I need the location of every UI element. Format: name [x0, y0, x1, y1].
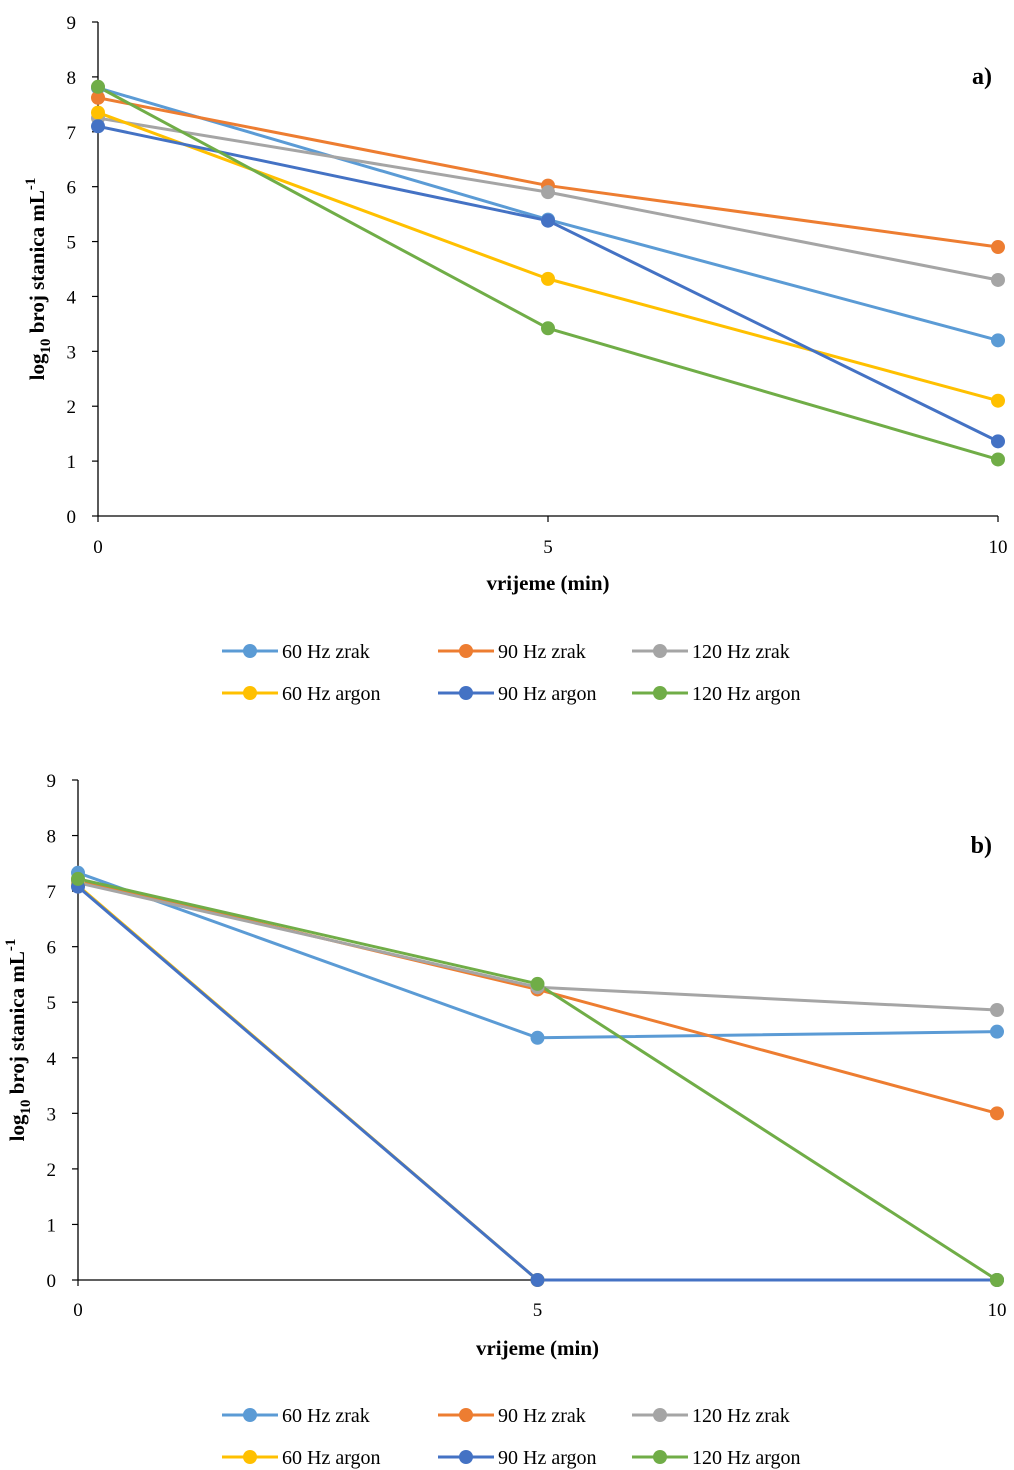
data-point — [71, 871, 85, 886]
data-point — [541, 321, 555, 336]
panel-label: b) — [971, 833, 992, 859]
y-tick-label: 7 — [67, 123, 77, 144]
chart-b-svg: 0 1 2 3 4 5 6 7 8 9 0 5 10 vrijeme (min) log10 broj st… — [3, 771, 1007, 1469]
series-line-5 — [77, 885, 997, 1282]
legend-swatch-marker — [653, 644, 667, 658]
y-tick-label: 4 — [47, 1049, 57, 1070]
legend-label: 120 Hz argon — [692, 683, 801, 705]
x-tick-label: 0 — [93, 537, 103, 558]
chart-a-svg: 0 1 2 3 4 5 6 7 8 9 0 5 10 vrijeme (min) log10 broj st… — [23, 13, 1008, 705]
legend-label: 60 Hz argon — [282, 1447, 381, 1469]
data-point — [991, 434, 1005, 449]
panel-label: a) — [972, 64, 992, 90]
y-tick-label: 9 — [47, 771, 57, 792]
series-line-6 — [77, 877, 998, 1282]
legend-label: 90 Hz argon — [498, 1447, 597, 1469]
data-point — [991, 272, 1005, 287]
y-tick-label: 6 — [67, 178, 77, 199]
y-tick-label: 4 — [67, 287, 77, 308]
legend-swatch-marker — [243, 1408, 257, 1422]
y-axis-title: log10 broj stanica mL-1 — [3, 939, 34, 1142]
data-point — [990, 1024, 1004, 1039]
legend-label: 120 Hz argon — [692, 1447, 801, 1469]
data-point — [530, 976, 545, 991]
y-tick-label: 3 — [47, 1104, 57, 1125]
legend-label: 90 Hz zrak — [498, 641, 586, 663]
legend-swatch-marker — [653, 1408, 667, 1422]
data-point — [990, 1106, 1004, 1121]
y-tick-label: 9 — [67, 13, 77, 34]
y-tick-label: 0 — [67, 507, 77, 528]
y-tick-label: 1 — [47, 1215, 57, 1236]
data-point — [91, 79, 105, 94]
x-tick-label: 10 — [988, 1300, 1007, 1321]
legend-label: 120 Hz zrak — [692, 641, 790, 663]
legend-swatch-marker — [653, 1450, 667, 1464]
data-point — [541, 185, 555, 200]
data-point — [991, 452, 1005, 467]
series-line-4 — [77, 884, 997, 1282]
legend-label: 120 Hz zrak — [692, 1405, 790, 1427]
y-tick-label: 7 — [47, 882, 57, 903]
y-tick-label: 8 — [47, 827, 57, 848]
data-point — [91, 105, 105, 120]
legend-swatch-marker — [459, 1408, 473, 1422]
data-point — [541, 213, 555, 228]
data-point — [530, 1273, 545, 1287]
y-tick-label: 1 — [67, 452, 77, 473]
data-point — [530, 1030, 545, 1045]
x-tick-label: 0 — [73, 1300, 83, 1321]
data-point — [541, 271, 555, 286]
chart-panel-b: 0 1 2 3 4 5 6 7 8 9 0 5 10 vrijeme (min) log10 broj st… — [0, 755, 1014, 1470]
y-tick-label: 6 — [47, 938, 57, 959]
x-tick-label: 5 — [543, 537, 553, 558]
legend-swatch-marker — [243, 644, 257, 658]
legend-label: 90 Hz argon — [498, 683, 597, 705]
legend-swatch-marker — [459, 1450, 473, 1464]
y-tick-label: 0 — [47, 1271, 57, 1292]
y-tick-label: 2 — [67, 397, 77, 418]
data-point — [990, 1003, 1004, 1017]
data-point — [991, 240, 1005, 255]
data-point — [991, 393, 1005, 408]
x-axis-title: vrijeme (min) — [476, 1336, 599, 1360]
legend-label: 60 Hz zrak — [282, 1405, 370, 1427]
data-point — [990, 1273, 1004, 1287]
data-point — [91, 119, 105, 134]
y-tick-label: 8 — [67, 68, 77, 89]
x-tick-label: 10 — [989, 537, 1008, 558]
legend-swatch-marker — [459, 686, 473, 700]
y-tick-label: 5 — [67, 233, 77, 254]
y-tick-label: 5 — [47, 993, 57, 1014]
x-tick-label: 5 — [533, 1300, 543, 1321]
legend-swatch-marker — [243, 1450, 257, 1464]
series-line-1 — [77, 871, 998, 1040]
y-tick-label: 2 — [47, 1160, 57, 1181]
y-tick-label: 3 — [67, 342, 77, 363]
data-point — [91, 90, 105, 105]
y-axis-title: log10 broj stanica mL-1 — [23, 178, 54, 381]
legend-label: 60 Hz zrak — [282, 641, 370, 663]
legend-swatch-marker — [243, 686, 257, 700]
legend-label: 90 Hz zrak — [498, 1405, 586, 1427]
legend-label: 60 Hz argon — [282, 683, 381, 705]
chart-panel-a: 0 1 2 3 4 5 6 7 8 9 0 5 10 vrijeme (min) log10 broj st… — [23, 13, 1008, 705]
data-point — [991, 333, 1005, 348]
x-axis-title: vrijeme (min) — [486, 571, 609, 595]
legend-swatch-marker — [459, 644, 473, 658]
legend-swatch-marker — [653, 686, 667, 700]
